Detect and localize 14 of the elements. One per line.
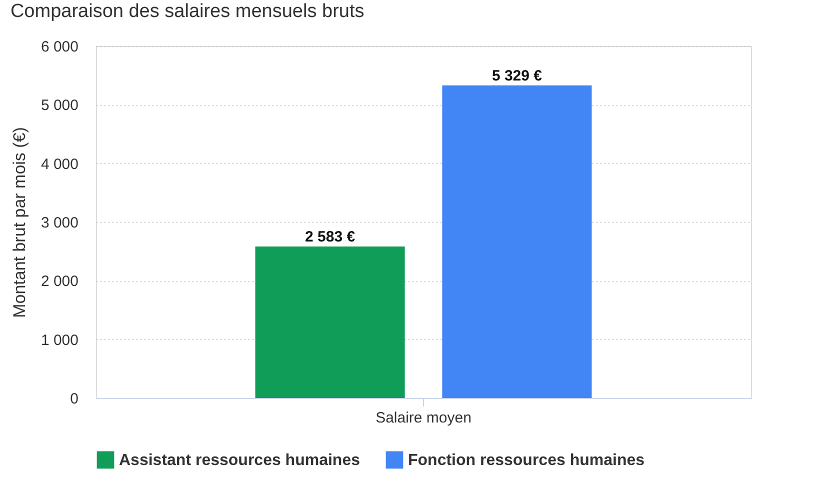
y-tick-label: 0 xyxy=(70,390,78,408)
y-tick-label: 3 000 xyxy=(40,214,78,232)
y-tick-label: 6 000 xyxy=(40,38,78,56)
y-tick-label: 5 000 xyxy=(40,97,78,114)
y-tick-label: 4 000 xyxy=(40,156,78,173)
legend-label: Assistant ressources humaines xyxy=(119,452,360,469)
y-tick-label: 2 000 xyxy=(40,273,78,290)
y-axis-title: Montant brut par mois (€) xyxy=(10,127,29,318)
data-label: 2 583 € xyxy=(305,228,356,246)
legend-label: Fonction ressources humaines xyxy=(408,452,645,469)
x-tick-label: Salaire moyen xyxy=(376,410,472,426)
data-label: 5 329 € xyxy=(492,67,543,84)
y-tick-label: 1 000 xyxy=(40,332,78,349)
chart-title: Comparaison des salaires mensuels bruts xyxy=(10,1,364,22)
